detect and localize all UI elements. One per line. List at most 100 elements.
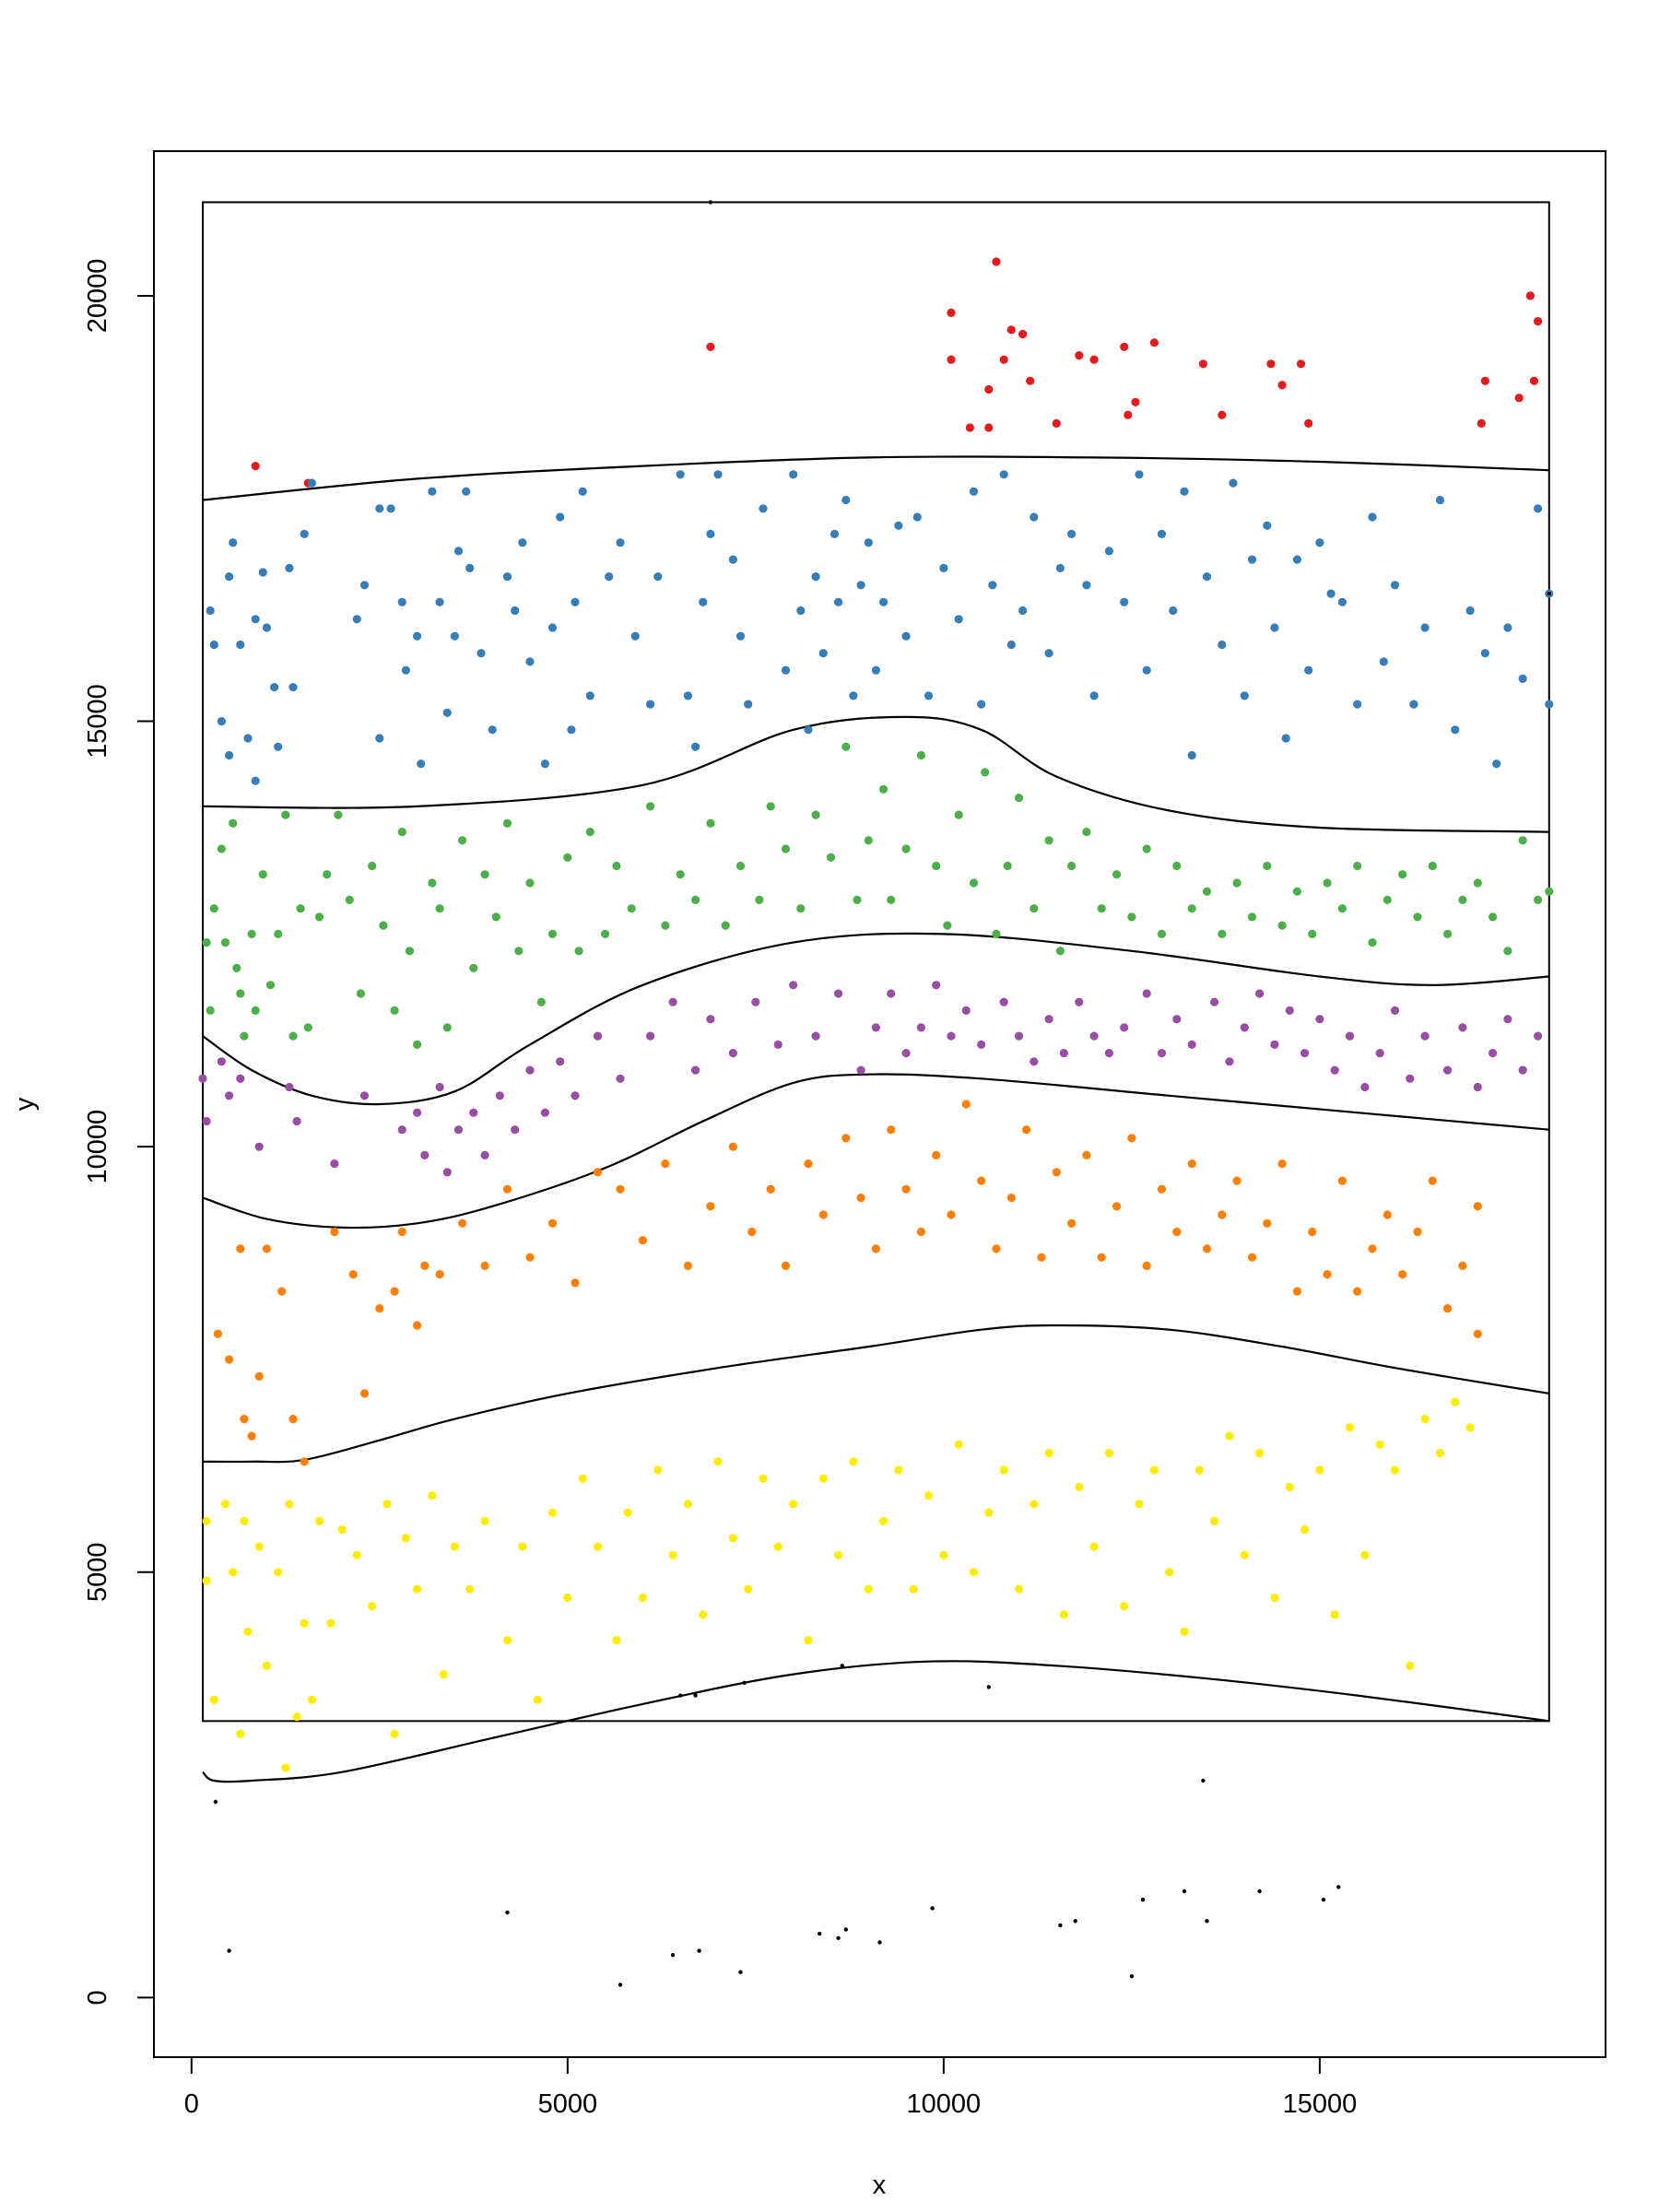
data-point <box>352 1550 361 1559</box>
data-point <box>930 1906 935 1911</box>
data-point <box>442 1023 452 1032</box>
data-point <box>1435 495 1445 505</box>
data-point <box>435 1270 444 1279</box>
data-point <box>1082 828 1091 837</box>
data-point <box>1142 989 1151 998</box>
data-point <box>1157 1184 1167 1194</box>
data-point <box>909 1584 918 1594</box>
data-point <box>706 342 715 351</box>
data-point <box>1368 1244 1377 1253</box>
data-point <box>1382 1210 1392 1219</box>
data-point <box>969 878 979 888</box>
data-point <box>518 538 527 547</box>
data-point <box>462 487 471 496</box>
data-point <box>1030 904 1039 913</box>
data-point <box>1413 1227 1422 1237</box>
data-point <box>1022 1125 1031 1135</box>
data-point <box>465 563 475 573</box>
data-point <box>943 921 952 930</box>
data-point <box>766 1184 775 1194</box>
data-point <box>1055 563 1065 573</box>
data-point <box>879 597 888 606</box>
data-point <box>683 691 693 700</box>
data-point <box>1263 1218 1272 1228</box>
data-point <box>977 1040 986 1049</box>
data-point <box>514 947 524 956</box>
data-point <box>202 1576 211 1585</box>
data-point <box>458 836 467 845</box>
data-point <box>1360 1550 1370 1559</box>
data-point <box>1503 947 1512 956</box>
data-point <box>243 1627 253 1636</box>
data-point <box>804 1159 813 1169</box>
data-point <box>818 1931 822 1936</box>
data-point <box>1140 1898 1146 1902</box>
data-point <box>759 504 768 513</box>
data-point <box>480 1150 489 1159</box>
data-point <box>721 921 730 930</box>
data-point <box>1315 1015 1324 1024</box>
data-point <box>300 1618 309 1628</box>
data-point <box>379 921 388 930</box>
data-point <box>841 495 851 505</box>
data-point <box>916 750 926 760</box>
data-point <box>202 938 211 947</box>
data-point <box>1059 1049 1068 1058</box>
data-point <box>1277 921 1287 930</box>
data-point <box>1030 512 1039 522</box>
data-point <box>1443 1065 1453 1075</box>
data-point <box>1514 394 1524 403</box>
data-point <box>1018 606 1028 616</box>
data-point <box>480 870 489 879</box>
data-point <box>1270 623 1279 632</box>
data-point <box>1006 325 1016 335</box>
data-point <box>232 963 241 972</box>
data-point <box>1218 929 1227 939</box>
data-point <box>348 1270 358 1279</box>
data-point <box>1323 1270 1332 1279</box>
data-point <box>789 981 798 990</box>
data-point <box>939 1550 948 1559</box>
data-point <box>699 1610 708 1619</box>
data-point <box>841 742 851 751</box>
x-axis: 0 5000 10000 15000 <box>184 2056 1357 2119</box>
data-point <box>1379 657 1388 666</box>
data-point <box>334 810 343 819</box>
data-point <box>999 470 1008 479</box>
data-point <box>1353 861 1362 871</box>
data-point <box>1104 547 1113 556</box>
data-point <box>1451 725 1460 735</box>
data-point <box>986 1685 992 1689</box>
data-point <box>969 1568 979 1577</box>
data-point <box>811 1031 820 1041</box>
data-point <box>375 734 384 743</box>
data-point <box>1525 291 1535 300</box>
data-point <box>229 818 238 828</box>
data-point <box>1240 1550 1249 1559</box>
data-point <box>691 1065 700 1075</box>
data-point <box>288 683 298 692</box>
data-point <box>947 1031 956 1041</box>
data-point <box>1097 1253 1106 1262</box>
data-point <box>1218 640 1227 650</box>
data-point <box>326 1618 335 1628</box>
data-point <box>225 1091 234 1100</box>
data-point <box>1172 1227 1182 1237</box>
data-point <box>849 1457 858 1466</box>
data-point <box>1135 470 1144 479</box>
data-point <box>593 1168 603 1177</box>
data-point <box>495 1091 505 1100</box>
data-point <box>1075 1482 1084 1491</box>
data-points <box>198 200 1554 1987</box>
data-point <box>1089 691 1099 700</box>
data-point <box>670 1953 676 1958</box>
data-point <box>894 521 903 530</box>
data-point <box>1082 1150 1091 1159</box>
boundary-curves <box>202 455 1549 1783</box>
data-point <box>1529 376 1539 385</box>
data-point <box>1089 355 1099 364</box>
data-point <box>706 1015 715 1024</box>
data-point <box>1003 861 1012 871</box>
data-point <box>1473 878 1482 888</box>
boundary-curve-3 <box>202 932 1549 1106</box>
